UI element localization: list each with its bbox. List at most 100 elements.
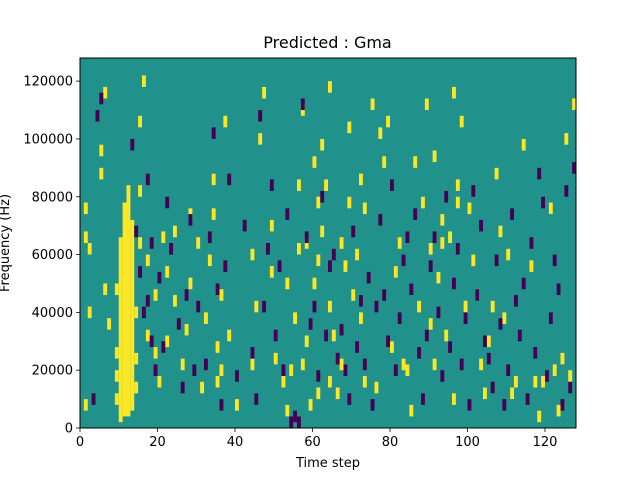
heatmap-cell-high	[347, 121, 352, 134]
heatmap-cell-low	[297, 416, 301, 428]
heatmap-cell-high	[312, 156, 317, 168]
heatmap-cell-high	[83, 202, 88, 215]
heatmap-cell-high	[114, 283, 119, 296]
heatmap-cell-low	[417, 347, 422, 359]
heatmap-cell-low	[180, 381, 185, 394]
heatmap-cell-low	[188, 214, 193, 226]
heatmap-cell-high	[452, 86, 456, 99]
heatmap-cell-high	[134, 352, 139, 365]
heatmap-cell-low	[196, 300, 201, 313]
heatmap-cell-high	[285, 404, 290, 417]
heatmap-cell-high	[211, 208, 216, 220]
heatmap-cell-low	[176, 318, 181, 330]
heatmap-cell-high	[114, 347, 119, 359]
heatmap-cell-high	[153, 347, 158, 359]
heatmap-cell-high	[122, 202, 127, 417]
heatmap-cell-low	[370, 399, 375, 411]
x-tick-label: 120	[533, 435, 558, 450]
heatmap-cell-low	[165, 196, 170, 209]
heatmap-cell-low	[424, 329, 429, 342]
heatmap-cell-low	[405, 231, 410, 243]
heatmap-cell-low	[362, 358, 367, 371]
y-tick-label: 120000	[23, 75, 73, 90]
heatmap-cell-high	[424, 98, 429, 111]
heatmap-cell-high	[401, 358, 406, 371]
heatmap-cell-high	[355, 248, 360, 261]
heatmap-cell-low	[130, 138, 135, 151]
heatmap-cell-high	[184, 323, 189, 336]
plot-frame	[79, 57, 577, 429]
heatmap-cell-low	[421, 393, 425, 405]
heatmap-cell-low	[498, 318, 503, 330]
heatmap-cell-low	[134, 225, 139, 238]
heatmap-cell-high	[444, 329, 449, 342]
heatmap-cell-high	[289, 364, 294, 376]
heatmap-cell-low	[316, 370, 321, 382]
heatmap-cell-high	[250, 248, 255, 261]
heatmap-cell-low	[545, 370, 549, 382]
heatmap-cell-low	[91, 393, 96, 405]
heatmap-cell-low	[347, 393, 352, 405]
heatmap-cell-high	[200, 381, 205, 394]
heatmap-cells	[83, 75, 577, 428]
heatmap-cell-high	[204, 312, 208, 324]
heatmap-cell-low	[273, 329, 278, 342]
heatmap-cell-low	[145, 295, 150, 307]
heatmap-cell-high	[227, 329, 232, 342]
heatmap-cell-high	[339, 237, 344, 249]
heatmap-cell-high	[165, 335, 170, 348]
heatmap-cell-low	[339, 323, 344, 336]
heatmap-cell-high	[328, 300, 332, 313]
heatmap-cell-high	[362, 202, 367, 215]
heatmap-cell-high	[510, 387, 515, 400]
heatmap-cell-high	[316, 196, 321, 209]
heatmap-cell-low	[560, 399, 565, 411]
heatmap-cell-low	[335, 352, 340, 365]
heatmap-cell-low	[285, 208, 290, 220]
heatmap-cell-low	[351, 225, 356, 238]
heatmap-cell-high	[134, 381, 139, 394]
heatmap-cell-low	[215, 283, 220, 296]
heatmap-cell-low	[521, 277, 526, 290]
heatmap-cell-high	[328, 81, 332, 93]
heatmap-cell-low	[149, 335, 154, 348]
x-tick-label: 60	[304, 435, 321, 450]
heatmap-cell-high	[254, 300, 259, 313]
heatmap-cell-low	[374, 300, 379, 313]
heatmap-cell-low	[184, 289, 189, 301]
heatmap-cell-high	[235, 399, 239, 411]
heatmap-cell-high	[114, 370, 119, 382]
heatmap-cell-high	[211, 173, 216, 186]
chart-title: Predicted : Gma	[263, 33, 391, 52]
heatmap-cell-low	[568, 381, 573, 394]
heatmap-cell-high	[502, 312, 507, 324]
heatmap-cell-high	[87, 243, 92, 255]
heatmap-cell-low	[235, 370, 239, 382]
heatmap-cell-high	[359, 312, 363, 324]
heatmap-cell-high	[335, 387, 340, 400]
heatmap-cell-low	[444, 190, 449, 203]
heatmap-cell-high	[145, 254, 150, 267]
heatmap-cell-high	[494, 167, 499, 180]
heatmap-cell-low	[548, 312, 553, 324]
heatmap-cell-high	[405, 364, 410, 376]
heatmap-cell-low	[277, 260, 282, 272]
heatmap-cell-low	[397, 312, 402, 324]
heatmap-cell-low	[479, 219, 484, 232]
heatmap-cell-high	[529, 260, 534, 272]
heatmap-cell-low	[378, 214, 383, 226]
heatmap-cell-low	[227, 173, 232, 186]
heatmap-cell-low	[393, 364, 398, 376]
y-tick-label: 20000	[32, 364, 73, 379]
heatmap-cell-high	[413, 156, 418, 168]
heatmap-cell-high	[564, 133, 569, 145]
heatmap-cell-high	[560, 352, 565, 365]
heatmap-cell-low	[525, 393, 530, 405]
heatmap-cell-low	[204, 358, 208, 371]
heatmap-cell-high	[173, 295, 177, 307]
heatmap-cell-high	[118, 237, 123, 423]
heatmap-cell-low	[494, 254, 499, 267]
heatmap-cell-high	[498, 225, 503, 238]
heatmap-cell-low	[413, 208, 418, 220]
